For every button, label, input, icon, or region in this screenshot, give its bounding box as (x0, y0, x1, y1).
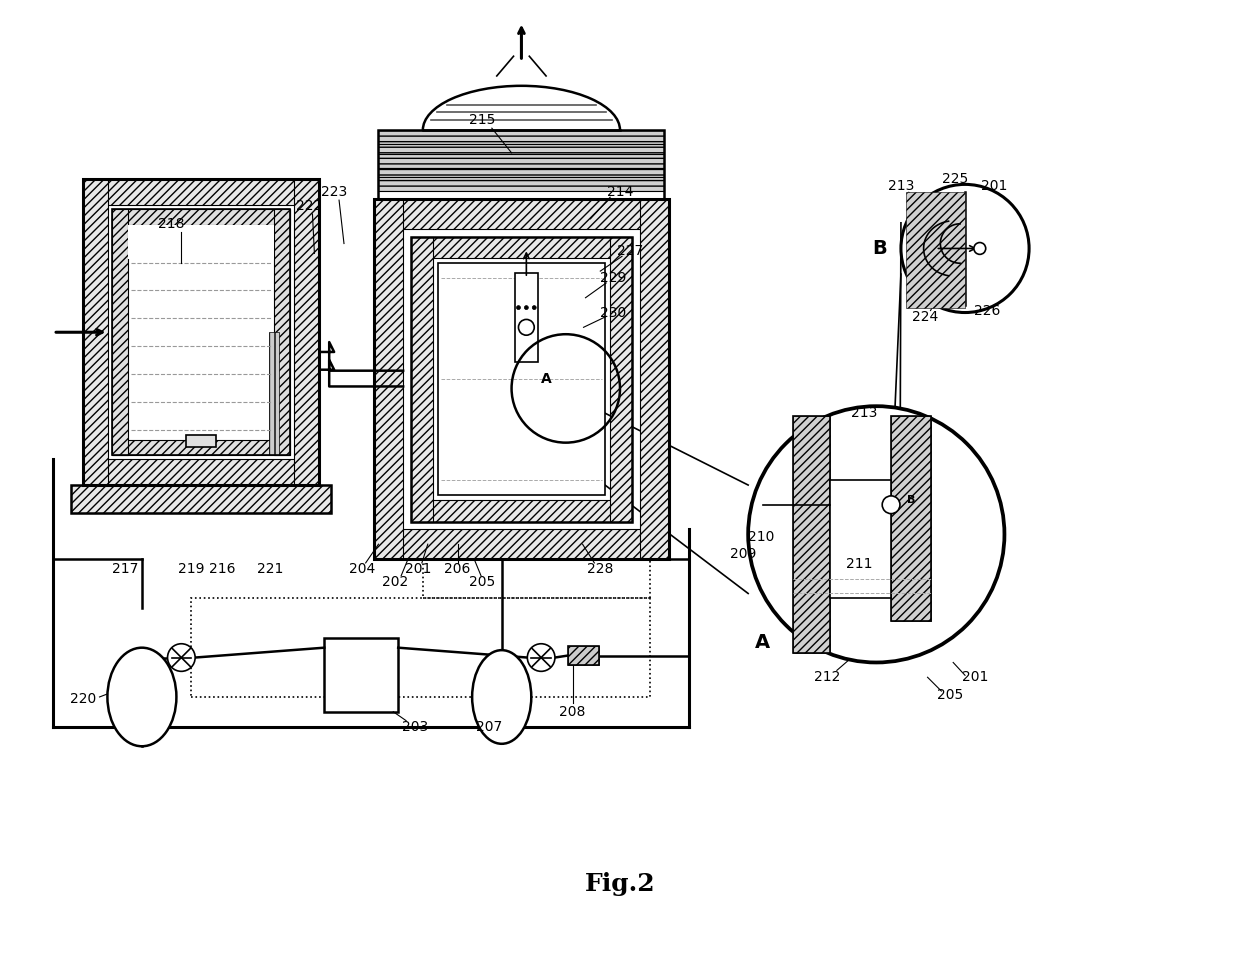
Bar (378, 168, 665, 177)
Text: 218: 218 (159, 216, 185, 231)
Bar (410, 237, 632, 258)
Bar (269, 332, 279, 455)
Bar (373, 199, 670, 559)
Text: 203: 203 (402, 720, 428, 733)
Text: 207: 207 (476, 720, 502, 733)
Bar (378, 154, 665, 168)
Bar (410, 237, 632, 522)
Text: 201: 201 (981, 179, 1008, 193)
Bar (71, 485, 331, 513)
Bar (830, 480, 892, 599)
Text: 205: 205 (937, 688, 963, 702)
Text: 219: 219 (179, 562, 205, 576)
Text: 217: 217 (112, 562, 139, 576)
Text: B: B (906, 495, 915, 505)
Bar (373, 199, 670, 229)
Circle shape (973, 243, 986, 254)
Bar (568, 645, 599, 665)
Text: 215: 215 (469, 113, 495, 128)
Bar (83, 179, 320, 485)
Circle shape (518, 320, 534, 335)
Bar (128, 225, 274, 259)
Text: 216: 216 (210, 562, 236, 576)
Bar (113, 209, 290, 455)
Bar (83, 459, 320, 485)
Text: 224: 224 (913, 310, 939, 325)
Bar (191, 599, 650, 697)
Text: A: A (755, 633, 770, 652)
Text: 209: 209 (730, 547, 756, 561)
Bar (294, 179, 320, 485)
Text: 225: 225 (942, 173, 968, 186)
Text: 210: 210 (748, 530, 774, 544)
Bar (438, 263, 605, 495)
Bar (373, 529, 670, 559)
Text: 204: 204 (348, 562, 374, 576)
Bar (186, 435, 216, 447)
Text: 226: 226 (975, 303, 1001, 318)
Text: 201: 201 (404, 562, 432, 576)
Text: 227: 227 (616, 245, 644, 258)
Text: 202: 202 (382, 574, 408, 589)
Circle shape (532, 305, 536, 310)
Circle shape (527, 644, 556, 672)
Bar (515, 273, 538, 362)
Ellipse shape (108, 647, 176, 746)
Text: 211: 211 (846, 557, 873, 571)
Text: 213: 213 (888, 179, 914, 193)
Bar (274, 209, 290, 455)
Bar (378, 144, 665, 154)
Text: 230: 230 (600, 305, 626, 320)
Text: 221: 221 (257, 562, 283, 576)
Circle shape (748, 407, 1004, 662)
Circle shape (901, 184, 1029, 313)
Bar (83, 179, 108, 485)
Text: A: A (541, 371, 552, 385)
Text: 228: 228 (587, 562, 614, 576)
Text: 229: 229 (600, 271, 626, 285)
Text: 222: 222 (296, 199, 322, 214)
Circle shape (167, 644, 195, 672)
Bar (71, 485, 331, 513)
Bar (113, 209, 128, 455)
Circle shape (517, 305, 521, 310)
Bar (378, 131, 665, 144)
Bar (640, 199, 670, 559)
Bar (410, 237, 433, 522)
Circle shape (525, 305, 528, 310)
Text: Fig.2: Fig.2 (585, 873, 655, 896)
Bar (892, 416, 930, 621)
Bar (378, 177, 665, 191)
Bar (410, 500, 632, 522)
Text: 201: 201 (962, 670, 988, 684)
Text: 208: 208 (559, 705, 585, 719)
Text: 223: 223 (321, 185, 347, 199)
Ellipse shape (472, 650, 531, 744)
Text: 205: 205 (469, 574, 495, 589)
Bar (325, 638, 398, 712)
Text: 212: 212 (813, 670, 841, 684)
Text: 213: 213 (852, 406, 878, 420)
Bar (373, 199, 403, 559)
Text: B: B (872, 239, 887, 258)
Bar (610, 237, 632, 522)
Text: 220: 220 (69, 692, 95, 706)
Text: 206: 206 (444, 562, 470, 576)
Circle shape (882, 496, 900, 514)
Bar (113, 209, 290, 225)
Bar (792, 416, 830, 653)
Bar (113, 440, 290, 455)
Text: 214: 214 (606, 185, 634, 199)
Bar (378, 131, 665, 199)
Bar (792, 416, 830, 653)
Bar (568, 645, 599, 665)
Bar (83, 179, 320, 205)
Bar (892, 416, 930, 621)
Bar (906, 192, 965, 307)
